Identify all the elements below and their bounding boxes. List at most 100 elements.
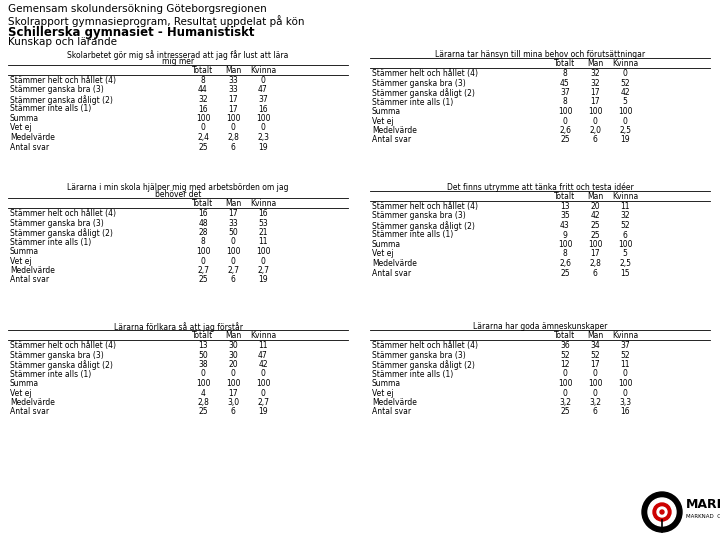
Text: Vet ej: Vet ej [372,117,394,125]
Text: 100: 100 [558,379,572,388]
Text: Stämmer ganska bra (3): Stämmer ganska bra (3) [372,212,466,220]
Text: 19: 19 [258,408,268,416]
Text: Stämmer ganska bra (3): Stämmer ganska bra (3) [372,78,466,87]
Text: 2,6: 2,6 [559,126,571,135]
Text: 52: 52 [620,350,630,360]
Text: Summa: Summa [372,240,401,249]
Text: 15: 15 [620,268,630,278]
Text: 8: 8 [201,76,205,85]
Text: 28: 28 [198,228,208,237]
Text: 100: 100 [588,107,602,116]
Text: 25: 25 [560,408,570,416]
Text: Stämmer inte alls (1): Stämmer inte alls (1) [10,238,91,246]
Text: Antal svar: Antal svar [372,268,411,278]
Text: 100: 100 [226,247,240,256]
Text: 0: 0 [593,369,598,379]
Text: 17: 17 [228,388,238,397]
Text: 25: 25 [198,275,208,285]
Text: Antal svar: Antal svar [10,143,49,152]
Text: 11: 11 [620,202,630,211]
Text: 52: 52 [590,350,600,360]
Text: Stämmer ganska dåligt (2): Stämmer ganska dåligt (2) [372,221,475,231]
Text: 100: 100 [196,379,210,388]
Text: 11: 11 [258,341,268,350]
Text: 100: 100 [618,107,632,116]
Text: Kvinna: Kvinna [250,199,276,208]
Text: 32: 32 [590,69,600,78]
Text: Schillerska gymnasiet - Humanistiskt: Schillerska gymnasiet - Humanistiskt [8,26,254,39]
Text: 6: 6 [230,143,235,152]
Text: 0: 0 [261,76,266,85]
Text: Kvinna: Kvinna [250,331,276,340]
Text: 42: 42 [590,212,600,220]
Text: Man: Man [587,192,603,201]
Text: Man: Man [225,66,241,75]
Text: 6: 6 [230,275,235,285]
Text: 13: 13 [560,202,570,211]
Text: 3,2: 3,2 [559,398,571,407]
Text: Stämmer helt och hållet (4): Stämmer helt och hållet (4) [372,341,478,350]
Text: 0: 0 [230,256,235,266]
Text: 25: 25 [198,408,208,416]
Text: 11: 11 [620,360,630,369]
Text: 3,2: 3,2 [589,398,601,407]
Text: 37: 37 [258,95,268,104]
Text: Gemensam skolundersökning Göteborgsregionen: Gemensam skolundersökning Göteborgsregio… [8,4,266,14]
Text: Det finns utrymme att tänka fritt och testa idéer: Det finns utrymme att tänka fritt och te… [446,183,634,192]
Text: 6: 6 [230,408,235,416]
Text: Skolarbetet gör mig så intresserad att jag får lust att lära: Skolarbetet gör mig så intresserad att j… [67,50,289,60]
Text: Summa: Summa [10,247,39,256]
Text: 9: 9 [562,231,567,240]
Text: 0: 0 [201,124,205,132]
Text: Stämmer inte alls (1): Stämmer inte alls (1) [372,369,454,379]
Text: 0: 0 [201,369,205,379]
Text: 38: 38 [198,360,208,369]
Text: 100: 100 [256,247,270,256]
Text: 100: 100 [226,379,240,388]
Text: Vet ej: Vet ej [372,388,394,397]
Text: 5: 5 [623,249,627,259]
Text: Stämmer helt och hållet (4): Stämmer helt och hållet (4) [372,202,478,211]
Text: Stämmer ganska dåligt (2): Stämmer ganska dåligt (2) [372,360,475,370]
Text: 42: 42 [620,88,630,97]
Text: 17: 17 [228,209,238,218]
Text: 30: 30 [228,341,238,350]
Text: 42: 42 [258,360,268,369]
Text: 0: 0 [261,256,266,266]
Text: 2,3: 2,3 [257,133,269,142]
Text: 25: 25 [590,231,600,240]
Text: 44: 44 [198,85,208,94]
Text: 0: 0 [562,369,567,379]
Text: Lärarna har goda ämneskunskaper: Lärarna har goda ämneskunskaper [473,322,607,331]
Text: Stämmer ganska bra (3): Stämmer ganska bra (3) [10,85,104,94]
Text: 17: 17 [228,95,238,104]
Text: Totalt: Totalt [554,192,575,201]
Text: 37: 37 [560,88,570,97]
Text: Man: Man [587,331,603,340]
Text: 21: 21 [258,228,268,237]
Text: Totalt: Totalt [192,199,214,208]
Text: 0: 0 [261,124,266,132]
Text: 8: 8 [562,98,567,106]
Text: 20: 20 [590,202,600,211]
Text: 0: 0 [201,256,205,266]
Text: Lärarna förlkara så att jag förstår: Lärarna förlkara så att jag förstår [114,322,243,332]
Text: Stämmer helt och hållet (4): Stämmer helt och hållet (4) [372,69,478,78]
Text: 0: 0 [230,124,235,132]
Text: 2,7: 2,7 [197,266,209,275]
Text: Stämmer inte alls (1): Stämmer inte alls (1) [10,105,91,113]
Text: 100: 100 [256,114,270,123]
Text: 50: 50 [228,228,238,237]
Text: Stämmer inte alls (1): Stämmer inte alls (1) [372,98,454,106]
Text: 2,0: 2,0 [589,126,601,135]
Circle shape [660,510,664,514]
Text: Stämmer ganska dåligt (2): Stämmer ganska dåligt (2) [10,228,113,238]
Text: 17: 17 [590,249,600,259]
Text: 16: 16 [198,209,208,218]
Text: Lärarna i min skola hjälper mig med arbetsbörden om jag: Lärarna i min skola hjälper mig med arbe… [67,183,289,192]
Text: 100: 100 [558,240,572,249]
Text: Summa: Summa [372,107,401,116]
Text: 0: 0 [261,369,266,379]
Text: 8: 8 [562,249,567,259]
Text: 43: 43 [560,221,570,230]
